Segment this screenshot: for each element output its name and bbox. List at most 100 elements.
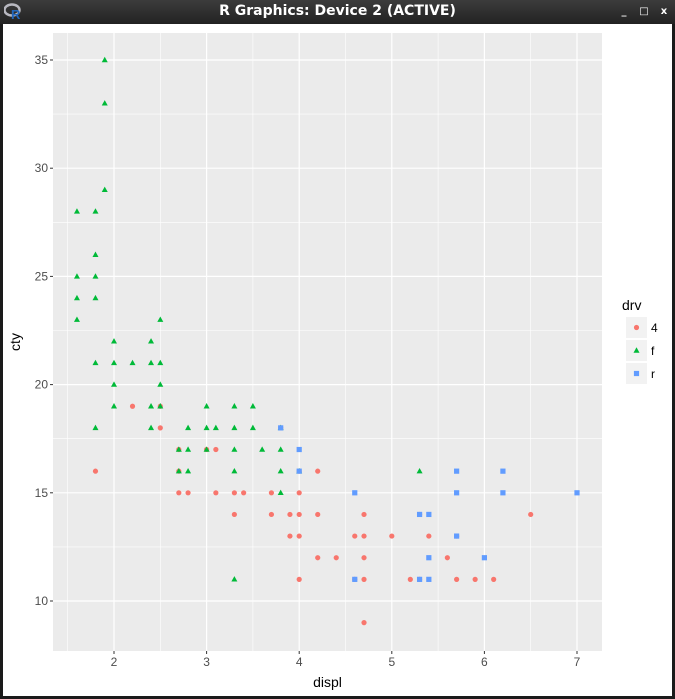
x-tick-label: 6 [481,655,488,669]
data-point-4 [231,511,237,518]
data-point-f [111,359,117,366]
data-point-4 [315,555,321,561]
data-point-4 [528,511,534,518]
data-point-f [259,446,266,452]
data-point-4 [361,555,367,561]
data-point-f [111,381,117,387]
data-point-4 [129,403,136,409]
data-point-f [231,467,238,474]
data-point-f [157,403,164,409]
data-point-4 [231,490,237,496]
y-tick-label: 15 [35,486,49,500]
minimize-button[interactable]: _ [621,6,627,17]
data-point-4 [361,511,367,518]
data-point-r [426,576,432,582]
data-point-f [212,424,219,431]
data-point-4 [315,511,321,518]
x-axis-title: displ [313,674,342,690]
window-titlebar: R R Graphics: Device 2 (ACTIVE) _ □ x [0,0,675,24]
data-point-f [277,489,284,495]
data-point-r [454,533,460,539]
data-point-f [157,381,164,387]
x-tick-label: 4 [296,655,303,669]
y-axis: 10 15 20 25 30 35 [35,53,53,608]
y-tick-label: 30 [35,161,49,175]
close-button[interactable]: x [660,6,668,17]
data-point-f [249,424,256,431]
data-point-4 [287,511,293,518]
data-point-4 [361,576,367,582]
data-point-4 [389,533,395,539]
data-point-r [352,576,358,582]
data-point-4 [92,468,99,474]
data-point-4 [352,533,358,539]
data-point-f [277,467,284,474]
data-point-4 [296,533,302,539]
data-point-f [92,359,99,366]
legend-label: 4 [651,321,658,335]
maximize-button[interactable]: □ [639,6,649,17]
data-point-4 [268,511,275,518]
data-point-4 [407,576,413,582]
data-point-f [231,403,238,409]
plot-panel [53,33,602,651]
data-point-f [92,294,99,301]
data-point-f [185,467,192,474]
data-point-f [203,424,210,431]
data-point-f [73,208,80,214]
y-tick-label: 10 [35,594,49,608]
data-point-4 [315,468,321,474]
data-point-f [148,338,155,344]
data-point-f [249,403,256,409]
data-point-4 [296,490,302,496]
data-point-4 [491,576,497,582]
data-point-f [175,446,182,452]
data-point-r [426,555,432,561]
data-point-4 [213,446,219,453]
data-point-4 [296,576,302,582]
data-point-f [157,316,164,322]
data-point-f [157,359,164,366]
data-point-4 [444,555,450,561]
legend-item-4: 4 [626,317,658,338]
data-point-f [73,316,80,322]
data-point-f [101,186,108,193]
data-point-r [416,511,423,518]
x-tick-label: 2 [111,655,118,669]
data-point-f [231,424,238,431]
data-point-r [481,555,487,561]
data-point-f [148,359,155,366]
data-point-f [231,446,238,452]
data-point-f [111,338,117,344]
data-point-f [148,424,155,431]
x-tick-label: 5 [388,655,395,669]
data-point-4 [185,490,191,496]
r-logo-icon: R [4,3,21,20]
data-point-f [73,294,80,301]
x-axis: 2 3 4 5 6 7 [111,651,581,669]
svg-text:R: R [11,7,21,20]
data-point-f [92,273,99,279]
data-point-r [500,468,506,474]
data-point-r [426,511,432,518]
x-tick-label: 7 [574,655,581,669]
data-point-r [574,490,580,496]
minor-gridlines [53,33,602,651]
data-point-r [296,446,302,453]
data-point-r [278,425,284,431]
data-point-f [73,273,80,279]
data-point-f [175,467,182,474]
scatter-plot: 10 15 20 25 30 35 2 3 4 5 6 7 displ cty drv 4 fr [7,33,658,690]
data-point-4 [333,555,339,561]
data-point-4 [268,490,275,496]
data-point-r [500,490,506,496]
data-point-4 [426,533,432,539]
data-point-r [296,468,302,474]
data-point-f [92,424,99,431]
data-point-4 [157,425,163,431]
data-point-4 [176,490,182,496]
data-point-f [185,424,192,431]
data-point-f [101,100,108,106]
x-tick-label: 3 [203,655,210,669]
